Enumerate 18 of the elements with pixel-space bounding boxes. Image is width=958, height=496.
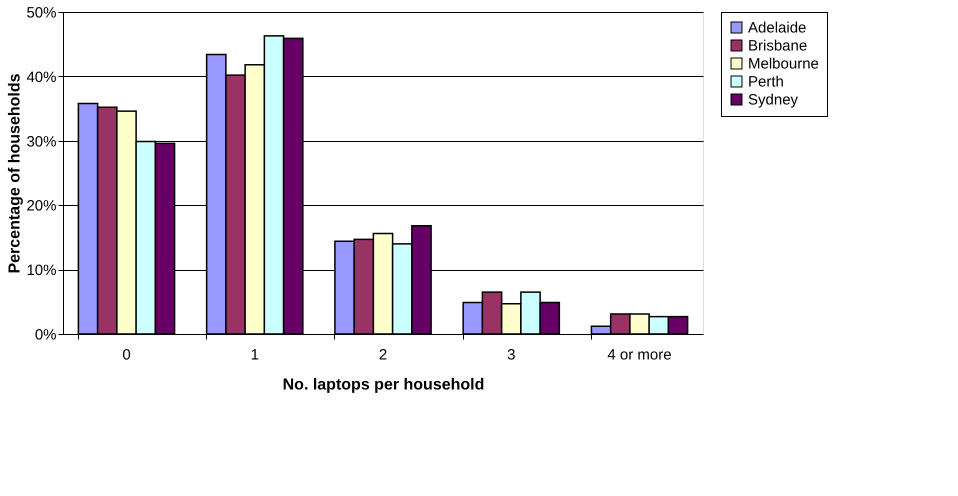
- legend-label: Brisbane: [748, 38, 808, 54]
- x-tick-label: 2: [378, 346, 388, 364]
- y-tick-label: 20%: [26, 198, 56, 215]
- legend-label: Adelaide: [748, 20, 806, 36]
- x-tick-label: 0: [122, 346, 131, 364]
- y-axis-title: Percentage of households: [6, 73, 24, 274]
- x-tick-label: 3: [507, 346, 516, 364]
- legend-label: Perth: [748, 74, 784, 90]
- x-tick-label: 1: [250, 346, 259, 364]
- legend-label: Sydney: [748, 92, 799, 108]
- y-tick-label: 10%: [26, 262, 56, 280]
- x-tick-label: 4 or more: [607, 346, 672, 364]
- x-axis-title: No. laptops per household: [282, 376, 484, 394]
- y-tick-label: 40%: [26, 68, 56, 86]
- y-tick-label: 0%: [34, 326, 56, 344]
- y-tick-label: 30%: [26, 133, 56, 150]
- y-tick-label: 50%: [26, 4, 56, 22]
- legend-label: Melbourne: [748, 56, 819, 72]
